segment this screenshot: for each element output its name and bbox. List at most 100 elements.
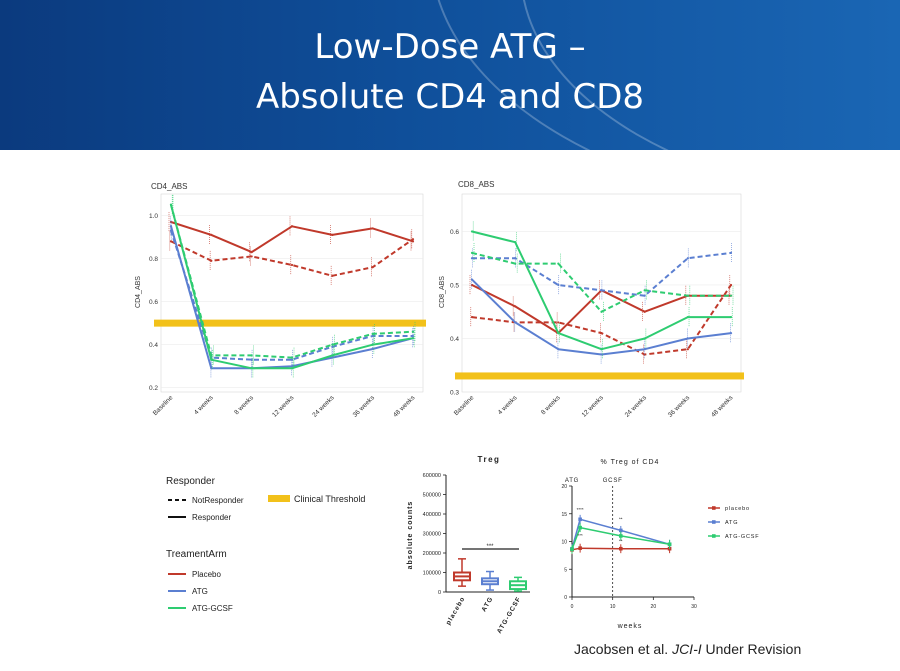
treg-pct-ytick-label: 10 <box>561 540 567 546</box>
treg-pct-marker-label: GCSF <box>603 478 623 484</box>
cd4-xtick-label: 4 weeks <box>193 394 215 416</box>
treg-ytick-label: 100000 <box>423 571 441 577</box>
legend-graphic: Responder NotResponder Responder Treamen… <box>166 476 365 613</box>
cd4-series-line <box>170 238 414 277</box>
cd4-ytick-label: 0.8 <box>149 256 158 263</box>
treg-pct-chart: % Treg of CD4 weeks ATG GCSF 0 5 10 15 20 0 10… <box>561 459 759 630</box>
cd8-point <box>686 348 689 351</box>
cd4-xtick-label: 8 weeks <box>233 394 255 416</box>
cd4-xtick-label: 24 weeks <box>311 394 336 419</box>
treg-ytick-label: 0 <box>438 590 441 596</box>
slide-header: Low-Dose ATG – Absolute CD4 and CD8 <box>0 0 900 150</box>
treg-pct-ytick-label: 20 <box>561 484 567 490</box>
cd8-chart-panel: CD8_ABS CD8_ABS 0.3 0.4 0.5 0.6 Baseline 4 w… <box>438 176 744 422</box>
cd8-series-line <box>471 278 732 356</box>
treg-pct-ytick-label: 0 <box>564 595 567 601</box>
cd8-ytick-label: 0.4 <box>450 336 459 343</box>
legend-threshold-swatch <box>268 495 290 502</box>
legend-threshold-label: Clinical Threshold <box>294 494 365 504</box>
cd8-xtick-label: 24 weeks <box>624 394 649 419</box>
treg-ylabel: absolute counts <box>407 501 414 570</box>
cd8-series-line <box>472 251 732 297</box>
cd4-xtick-label: 36 weeks <box>352 394 377 419</box>
treg-pct-legend-label: ATG-GCSF <box>725 534 759 540</box>
treg-pct-point <box>578 546 582 550</box>
treg-pct-series-line <box>571 526 670 550</box>
treg-pct-significance: **** <box>577 507 584 512</box>
cd4-series-line <box>170 230 413 361</box>
treg-ytick-label: 400000 <box>423 512 441 518</box>
citation-status: Under Revision <box>705 641 802 657</box>
treg-pct-chart-panel: % Treg of CD4 weeks ATG GCSF 0 5 10 15 20 0 10… <box>550 452 770 637</box>
cd8-ytick-label: 0.6 <box>450 229 459 236</box>
legend-placebo-label: Placebo <box>192 570 221 579</box>
cd8-series-line <box>471 230 731 351</box>
cd4-ytick-label: 0.2 <box>149 385 158 392</box>
cd4-xtick-label: 12 weeks <box>271 394 296 419</box>
cd4-ytick-label: 0.4 <box>149 342 158 349</box>
cd4-ytick-label: 1.0 <box>149 213 158 220</box>
legend-arm-title: TreamentArm <box>166 549 227 560</box>
citation-authors: Jacobsen et al. <box>574 641 669 657</box>
treg-pct-point <box>570 547 574 552</box>
cd4-point <box>290 358 294 361</box>
treg-xtick-label: ATG-GCSF <box>496 596 523 635</box>
treg-pct-series-line <box>571 547 670 551</box>
treg-xtick-label: ATG <box>481 596 495 614</box>
treg-pct-xtick-label: 10 <box>610 604 616 610</box>
cd8-xtick-label: 4 weeks <box>497 394 519 416</box>
cd4-point <box>250 358 253 361</box>
legend-atg-label: ATG <box>192 587 208 596</box>
treg-pct-legend-marker <box>712 534 716 538</box>
treg-pct-marker-label: ATG <box>565 478 579 484</box>
treg-pct-xtick-label: 30 <box>691 604 697 610</box>
treg-ytick-label: 300000 <box>423 532 441 538</box>
treg-title: Treg <box>478 455 501 464</box>
treg-pct-legend-label: ATG <box>725 520 738 526</box>
cd8-point <box>557 321 560 324</box>
cd8-title: CD8_ABS <box>458 180 494 189</box>
legend-responder-title: Responder <box>166 476 216 487</box>
slide-title: Low-Dose ATG – Absolute CD4 and CD8 <box>0 22 900 122</box>
cd4-series-line <box>170 226 414 370</box>
cd4-xtick-label: Baseline <box>152 394 175 417</box>
cd4-series-line <box>170 221 414 254</box>
treg-pct-ytick-label: 15 <box>561 512 567 518</box>
cd8-plot-background <box>461 193 742 393</box>
legend-atg-gcsf-label: ATG-GCSF <box>192 604 233 613</box>
treg-pct-significance: ** <box>619 539 623 544</box>
treg-pct-point <box>667 542 672 547</box>
treg-chart: Treg absolute counts 0 100000 200000 300000… <box>407 455 530 635</box>
treg-pct-ytick-label: 5 <box>564 567 567 573</box>
treg-pct-legend-marker <box>712 506 716 510</box>
cd4-clinical-threshold-band <box>154 319 426 327</box>
treg-pct-point <box>619 528 623 533</box>
cd8-ytick-label: 0.3 <box>450 390 459 397</box>
treg-pct-point <box>578 517 582 522</box>
cd4-series-line <box>170 204 414 370</box>
treg-ytick-label: 500000 <box>423 493 441 499</box>
treg-pct-point <box>619 534 623 538</box>
treg-chart-panel: Treg absolute counts 0 100000 200000 300000… <box>400 452 540 642</box>
cd4-point <box>290 263 294 267</box>
cd4-ylabel: CD4_ABS <box>135 276 142 308</box>
legend-notresponder-label: NotResponder <box>192 496 244 505</box>
treg-pct-significance: *** <box>578 533 584 538</box>
cd4-xtick-label: 48 weeks <box>392 394 417 419</box>
cd8-xtick-label: 36 weeks <box>667 394 692 419</box>
cd8-clinical-threshold-band <box>455 372 744 380</box>
treg-ytick-label: 600000 <box>423 473 441 479</box>
cd4-title: CD4_ABS <box>151 182 187 191</box>
cd8-xtick-label: 48 weeks <box>710 394 735 419</box>
treg-ytick-label: 200000 <box>423 551 441 557</box>
cd8-chart: CD8_ABS CD8_ABS 0.3 0.4 0.5 0.6 Baseline 4 w… <box>439 180 744 419</box>
title-line-2: Absolute CD4 and CD8 <box>255 77 645 117</box>
treg-pct-point <box>578 525 582 530</box>
cd8-series-line <box>471 251 731 313</box>
cd4-chart-panel: CD4_ABS CD4_ABS 0.2 0.4 0.6 0.8 1.0 Baseline… <box>131 176 426 422</box>
cd8-xtick-label: Baseline <box>453 394 476 417</box>
treg-significance: *** <box>486 544 494 550</box>
treg-pct-xtick-label: 0 <box>571 604 574 610</box>
cd4-ytick-label: 0.6 <box>149 299 158 306</box>
cd4-chart: CD4_ABS CD4_ABS 0.2 0.4 0.6 0.8 1.0 Baseline… <box>135 182 426 419</box>
